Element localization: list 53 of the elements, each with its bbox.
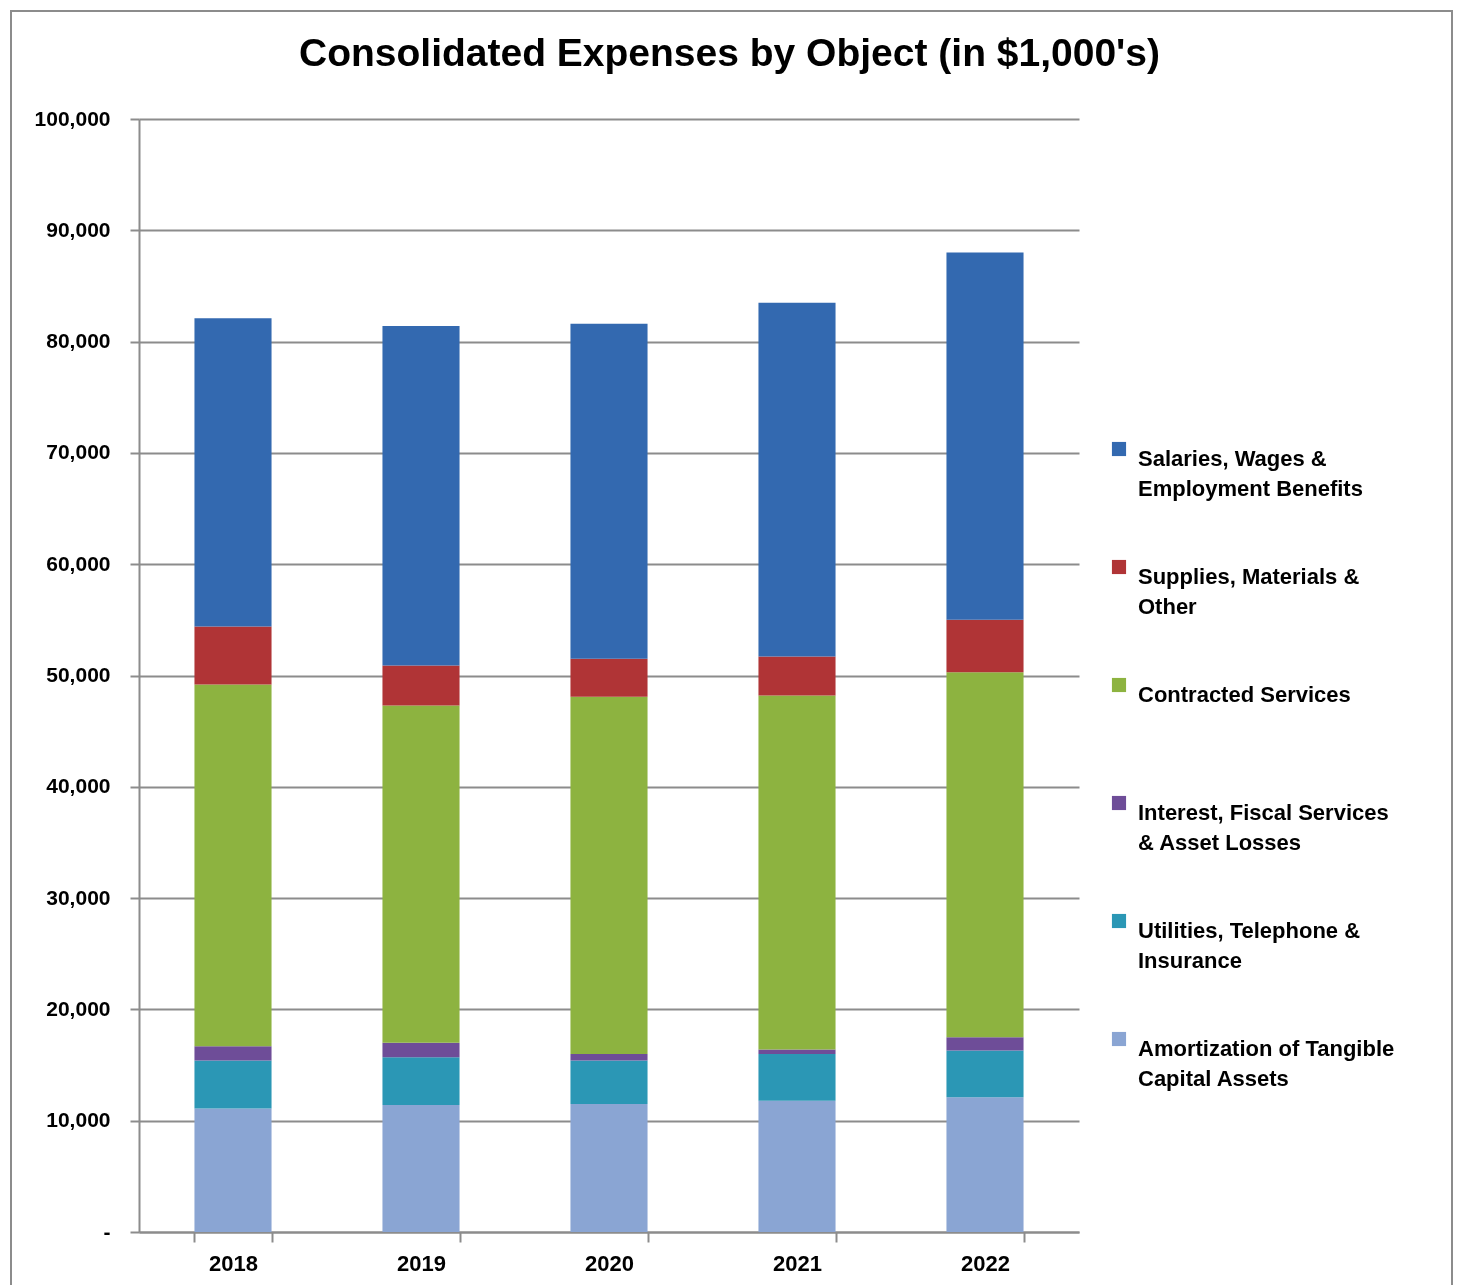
bar bbox=[570, 696, 648, 1054]
chart-title: Consolidated Expenses by Object (in $1,000's) bbox=[298, 31, 1161, 74]
bar bbox=[570, 658, 648, 697]
bar bbox=[946, 1097, 1024, 1232]
bar bbox=[382, 665, 460, 706]
bar bbox=[758, 302, 836, 657]
y-tick-label: 20,000 bbox=[46, 996, 111, 1020]
bar bbox=[570, 323, 648, 659]
bar bbox=[946, 672, 1024, 1038]
bar bbox=[758, 656, 836, 696]
bar bbox=[570, 1060, 648, 1105]
bar bbox=[570, 1104, 648, 1232]
y-tick-label: 100,000 bbox=[34, 106, 111, 130]
bar bbox=[758, 1053, 836, 1101]
bar bbox=[194, 318, 272, 627]
y-tick-label: 70,000 bbox=[46, 440, 111, 464]
y-tick-label: 10,000 bbox=[46, 1108, 111, 1132]
x-tick-label: 2020 bbox=[585, 1250, 634, 1276]
y-tick-label: 40,000 bbox=[46, 774, 111, 798]
bar bbox=[382, 1057, 460, 1106]
bar bbox=[194, 1060, 272, 1109]
legend-label: Interest, Fiscal Services & Asset Losses bbox=[1138, 800, 1389, 855]
x-tick-label: 2021 bbox=[773, 1250, 822, 1276]
bar bbox=[946, 1037, 1024, 1051]
bar bbox=[570, 1053, 648, 1061]
bar bbox=[194, 684, 272, 1047]
y-tick-label: 60,000 bbox=[46, 551, 111, 575]
x-tick-label: 2019 bbox=[397, 1250, 446, 1276]
y-tick-label: 80,000 bbox=[46, 329, 111, 353]
y-tick-label: 90,000 bbox=[46, 217, 111, 241]
x-tick-label: 2018 bbox=[209, 1250, 258, 1276]
y-tick-label: 30,000 bbox=[46, 885, 111, 909]
bar bbox=[758, 1049, 836, 1054]
legend-label: Salaries, Wages & Employment Benefits bbox=[1138, 446, 1363, 501]
bar bbox=[382, 326, 460, 666]
legend-label: Contracted Services bbox=[1138, 682, 1351, 707]
bar bbox=[194, 1046, 272, 1061]
bar bbox=[946, 619, 1024, 673]
legend-label: Amortization of Tangible Capital Assets bbox=[1138, 1036, 1395, 1091]
legend-label: Supplies, Materials & Other bbox=[1138, 564, 1360, 619]
y-tick-label: 50,000 bbox=[46, 663, 111, 686]
bar bbox=[758, 1100, 836, 1232]
y-tick-label: - bbox=[103, 1219, 111, 1243]
bar bbox=[194, 1108, 272, 1232]
bar bbox=[758, 695, 836, 1050]
bar bbox=[382, 1042, 460, 1058]
bar bbox=[382, 1105, 460, 1232]
x-tick-label: 2022 bbox=[961, 1250, 1010, 1276]
legend-label: Utilities, Telephone & Insurance bbox=[1138, 918, 1361, 973]
bar bbox=[946, 252, 1024, 620]
bar bbox=[194, 626, 272, 685]
bar bbox=[382, 705, 460, 1043]
bar bbox=[946, 1050, 1024, 1098]
